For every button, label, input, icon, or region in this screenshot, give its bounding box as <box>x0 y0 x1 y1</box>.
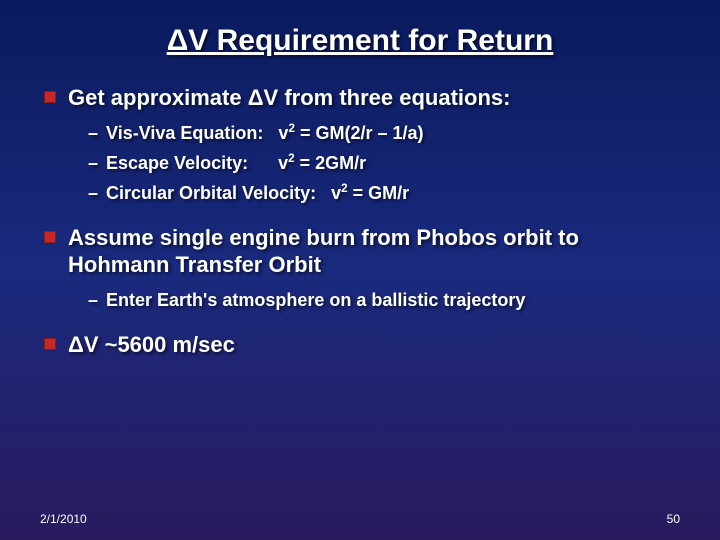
footer-page-number: 50 <box>667 512 680 526</box>
sub-bullet-1a: – Vis-Viva Equation: v2 = GM(2/r – 1/a) <box>44 120 680 146</box>
dash-icon: – <box>88 287 98 313</box>
bullet-2-text: Assume single engine burn from Phobos or… <box>68 224 680 279</box>
bullet-3: ΔV ~5600 m/sec <box>44 331 680 359</box>
sub-bullet-2a: – Enter Earth's atmosphere on a ballisti… <box>44 287 680 313</box>
bullet-1-text: Get approximate ΔV from three equations: <box>68 84 510 112</box>
sub-1c-text: Circular Orbital Velocity: v2 = GM/r <box>106 180 409 206</box>
square-bullet-icon <box>44 338 56 350</box>
sub-bullet-1c: – Circular Orbital Velocity: v2 = GM/r <box>44 180 680 206</box>
dash-icon: – <box>88 150 98 176</box>
slide-title: ΔV Requirement for Return <box>40 24 680 58</box>
dash-icon: – <box>88 120 98 146</box>
square-bullet-icon <box>44 91 56 103</box>
bullet-2: Assume single engine burn from Phobos or… <box>44 224 680 279</box>
sub-1a-text: Vis-Viva Equation: v2 = GM(2/r – 1/a) <box>106 120 424 146</box>
slide: ΔV Requirement for Return Get approximat… <box>0 0 720 540</box>
sub-bullet-1b: – Escape Velocity: v2 = 2GM/r <box>44 150 680 176</box>
square-bullet-icon <box>44 231 56 243</box>
footer-date: 2/1/2010 <box>40 512 87 526</box>
dash-icon: – <box>88 180 98 206</box>
sub-1b-text: Escape Velocity: v2 = 2GM/r <box>106 150 366 176</box>
sub-2a-text: Enter Earth's atmosphere on a ballistic … <box>106 287 525 313</box>
bullet-3-text: ΔV ~5600 m/sec <box>68 331 235 359</box>
bullet-1: Get approximate ΔV from three equations: <box>44 84 680 112</box>
slide-footer: 2/1/2010 50 <box>40 512 680 526</box>
slide-body: Get approximate ΔV from three equations:… <box>40 84 680 358</box>
